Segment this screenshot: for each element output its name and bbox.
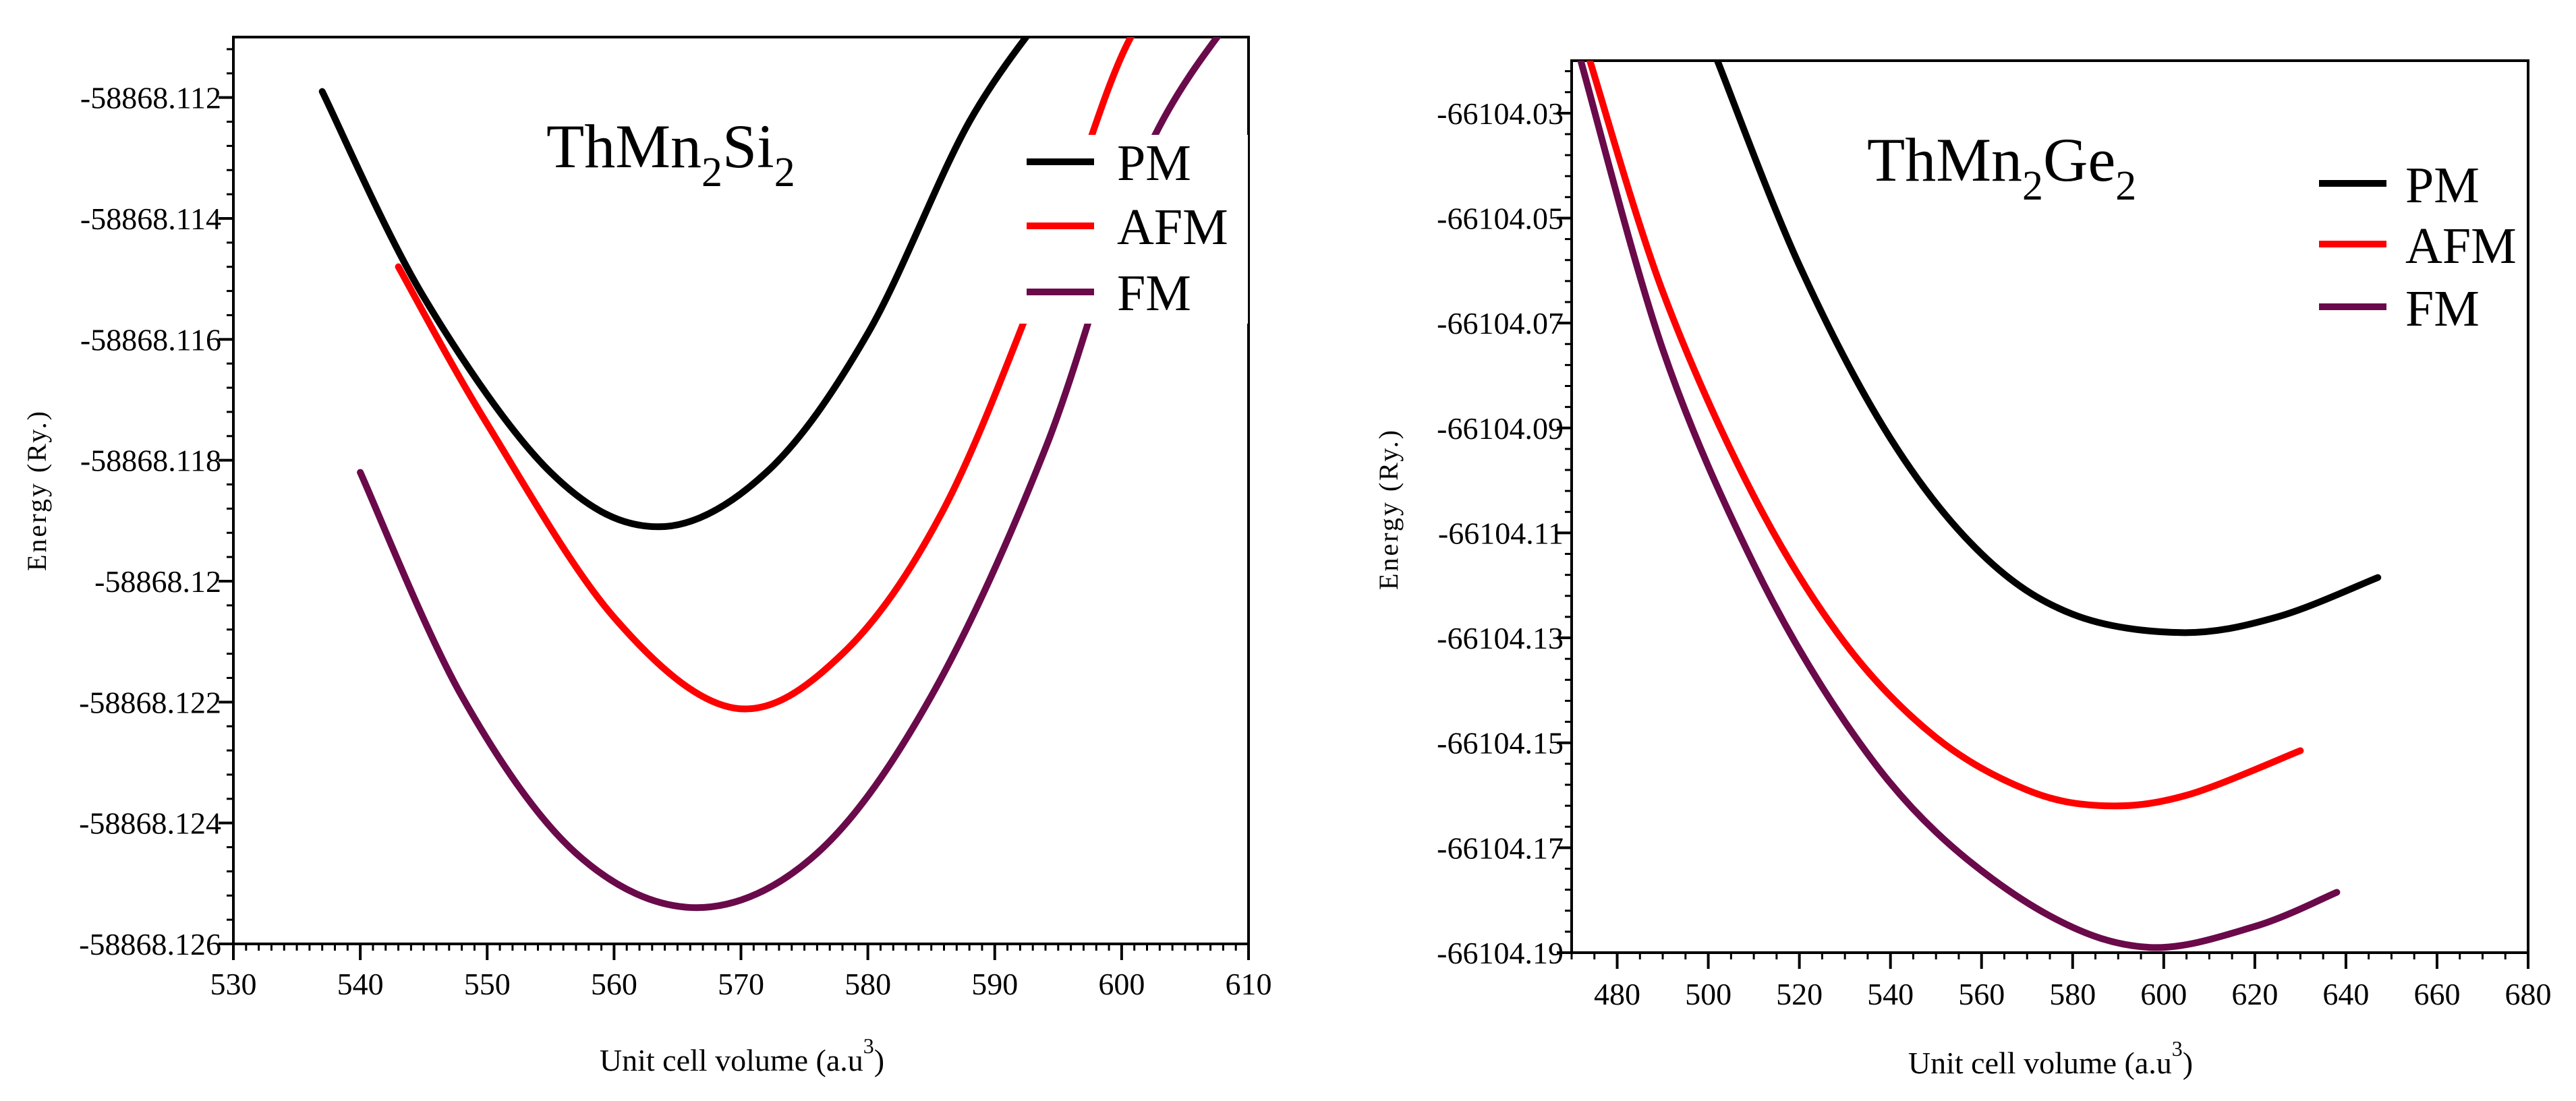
- y-tick-label: -66104.07: [1437, 306, 1564, 340]
- y-tick-label: -66104.05: [1437, 201, 1564, 235]
- x-tick-label: 570: [718, 967, 764, 1001]
- series-line-pm: [318, 37, 1031, 531]
- x-tick-label: 660: [2413, 977, 2460, 1011]
- x-tick-label: 550: [464, 967, 511, 1001]
- series-lines: [1577, 61, 2382, 951]
- series-line-pm: [1714, 61, 2382, 636]
- tick-labels: 530 540 550 560 570 580 590 600 610 -58868.112 -58…: [79, 81, 1271, 1001]
- tick-marks: [219, 48, 1250, 960]
- legend-label-afm: AFM: [2405, 218, 2517, 274]
- y-tick-label: -58868.118: [80, 444, 221, 478]
- legend-label-afm: AFM: [1117, 199, 1228, 256]
- legend-label-fm: FM: [2405, 280, 2480, 337]
- x-tick-label: 590: [971, 967, 1018, 1001]
- y-tick-label: -66104.19: [1437, 936, 1564, 970]
- tick-labels: 480 500 520 540 560 580 600 620 640 660 680 -66104.…: [1437, 96, 2551, 1011]
- x-tick-label: 640: [2322, 977, 2369, 1011]
- series-line-afm: [395, 37, 1135, 713]
- chart-title: ThMn2Ge2: [1867, 125, 2136, 209]
- y-tick-label: -58868.124: [79, 806, 221, 841]
- y-tick-label: -58868.126: [79, 927, 221, 961]
- x-axis-title: Unit cell volume (a.u3): [600, 1034, 884, 1077]
- x-tick-label: 680: [2505, 977, 2552, 1011]
- y-tick-label: -66104.13: [1437, 621, 1564, 655]
- y-tick-label: -58868.122: [79, 685, 221, 719]
- chart-thmn2ge2: 480 500 520 540 560 580 600 620 640 660 680 -66104.…: [1373, 59, 2552, 1080]
- chart-thmn2si2: 530 540 550 560 570 580 590 600 610 -58868.112 -58…: [22, 36, 1272, 1077]
- x-tick-label: 600: [1098, 967, 1145, 1001]
- legend-label-pm: PM: [2405, 157, 2480, 214]
- x-tick-label: 560: [1958, 977, 2005, 1011]
- x-tick-label: 560: [591, 967, 637, 1001]
- x-tick-label: 540: [1867, 977, 1914, 1011]
- x-tick-label: 500: [1685, 977, 1731, 1011]
- tick-marks: [1557, 70, 2529, 969]
- y-tick-label: -66104.11: [1438, 516, 1564, 550]
- series-line-fm: [1577, 61, 2341, 951]
- y-tick-label: -66104.15: [1437, 726, 1564, 761]
- plot-area-frame: [1570, 59, 2529, 954]
- legend: PM AFM FM: [1019, 135, 1248, 324]
- y-tick-label: -58868.112: [80, 81, 221, 115]
- y-axis-title: Energy (Ry.): [1373, 428, 1404, 590]
- x-tick-label: 580: [2049, 977, 2096, 1011]
- x-tick-label: 520: [1776, 977, 1823, 1011]
- x-tick-label: 620: [2231, 977, 2278, 1011]
- x-tick-label: 540: [337, 967, 384, 1001]
- legend-label-pm: PM: [1117, 135, 1191, 191]
- chart-title: ThMn2Si2: [546, 112, 795, 196]
- x-tick-label: 580: [845, 967, 891, 1001]
- legend: PM AFM FM: [2319, 157, 2517, 337]
- x-axis-title: Unit cell volume (a.u3): [1908, 1036, 2193, 1080]
- x-tick-label: 530: [210, 967, 257, 1001]
- y-tick-label: -66104.17: [1437, 831, 1564, 865]
- x-tick-label: 600: [2140, 977, 2187, 1011]
- y-tick-label: -66104.03: [1437, 96, 1564, 131]
- series-line-afm: [1586, 61, 2304, 810]
- y-axis-title: Energy (Ry.): [22, 409, 52, 571]
- y-tick-label: -58868.114: [80, 202, 221, 236]
- x-tick-label: 480: [1594, 977, 1640, 1011]
- x-tick-label: 610: [1226, 967, 1272, 1001]
- y-tick-label: -58868.12: [94, 564, 221, 599]
- y-tick-label: -66104.09: [1437, 411, 1564, 446]
- legend-label-fm: FM: [1117, 265, 1191, 322]
- y-tick-label: -58868.116: [80, 322, 221, 357]
